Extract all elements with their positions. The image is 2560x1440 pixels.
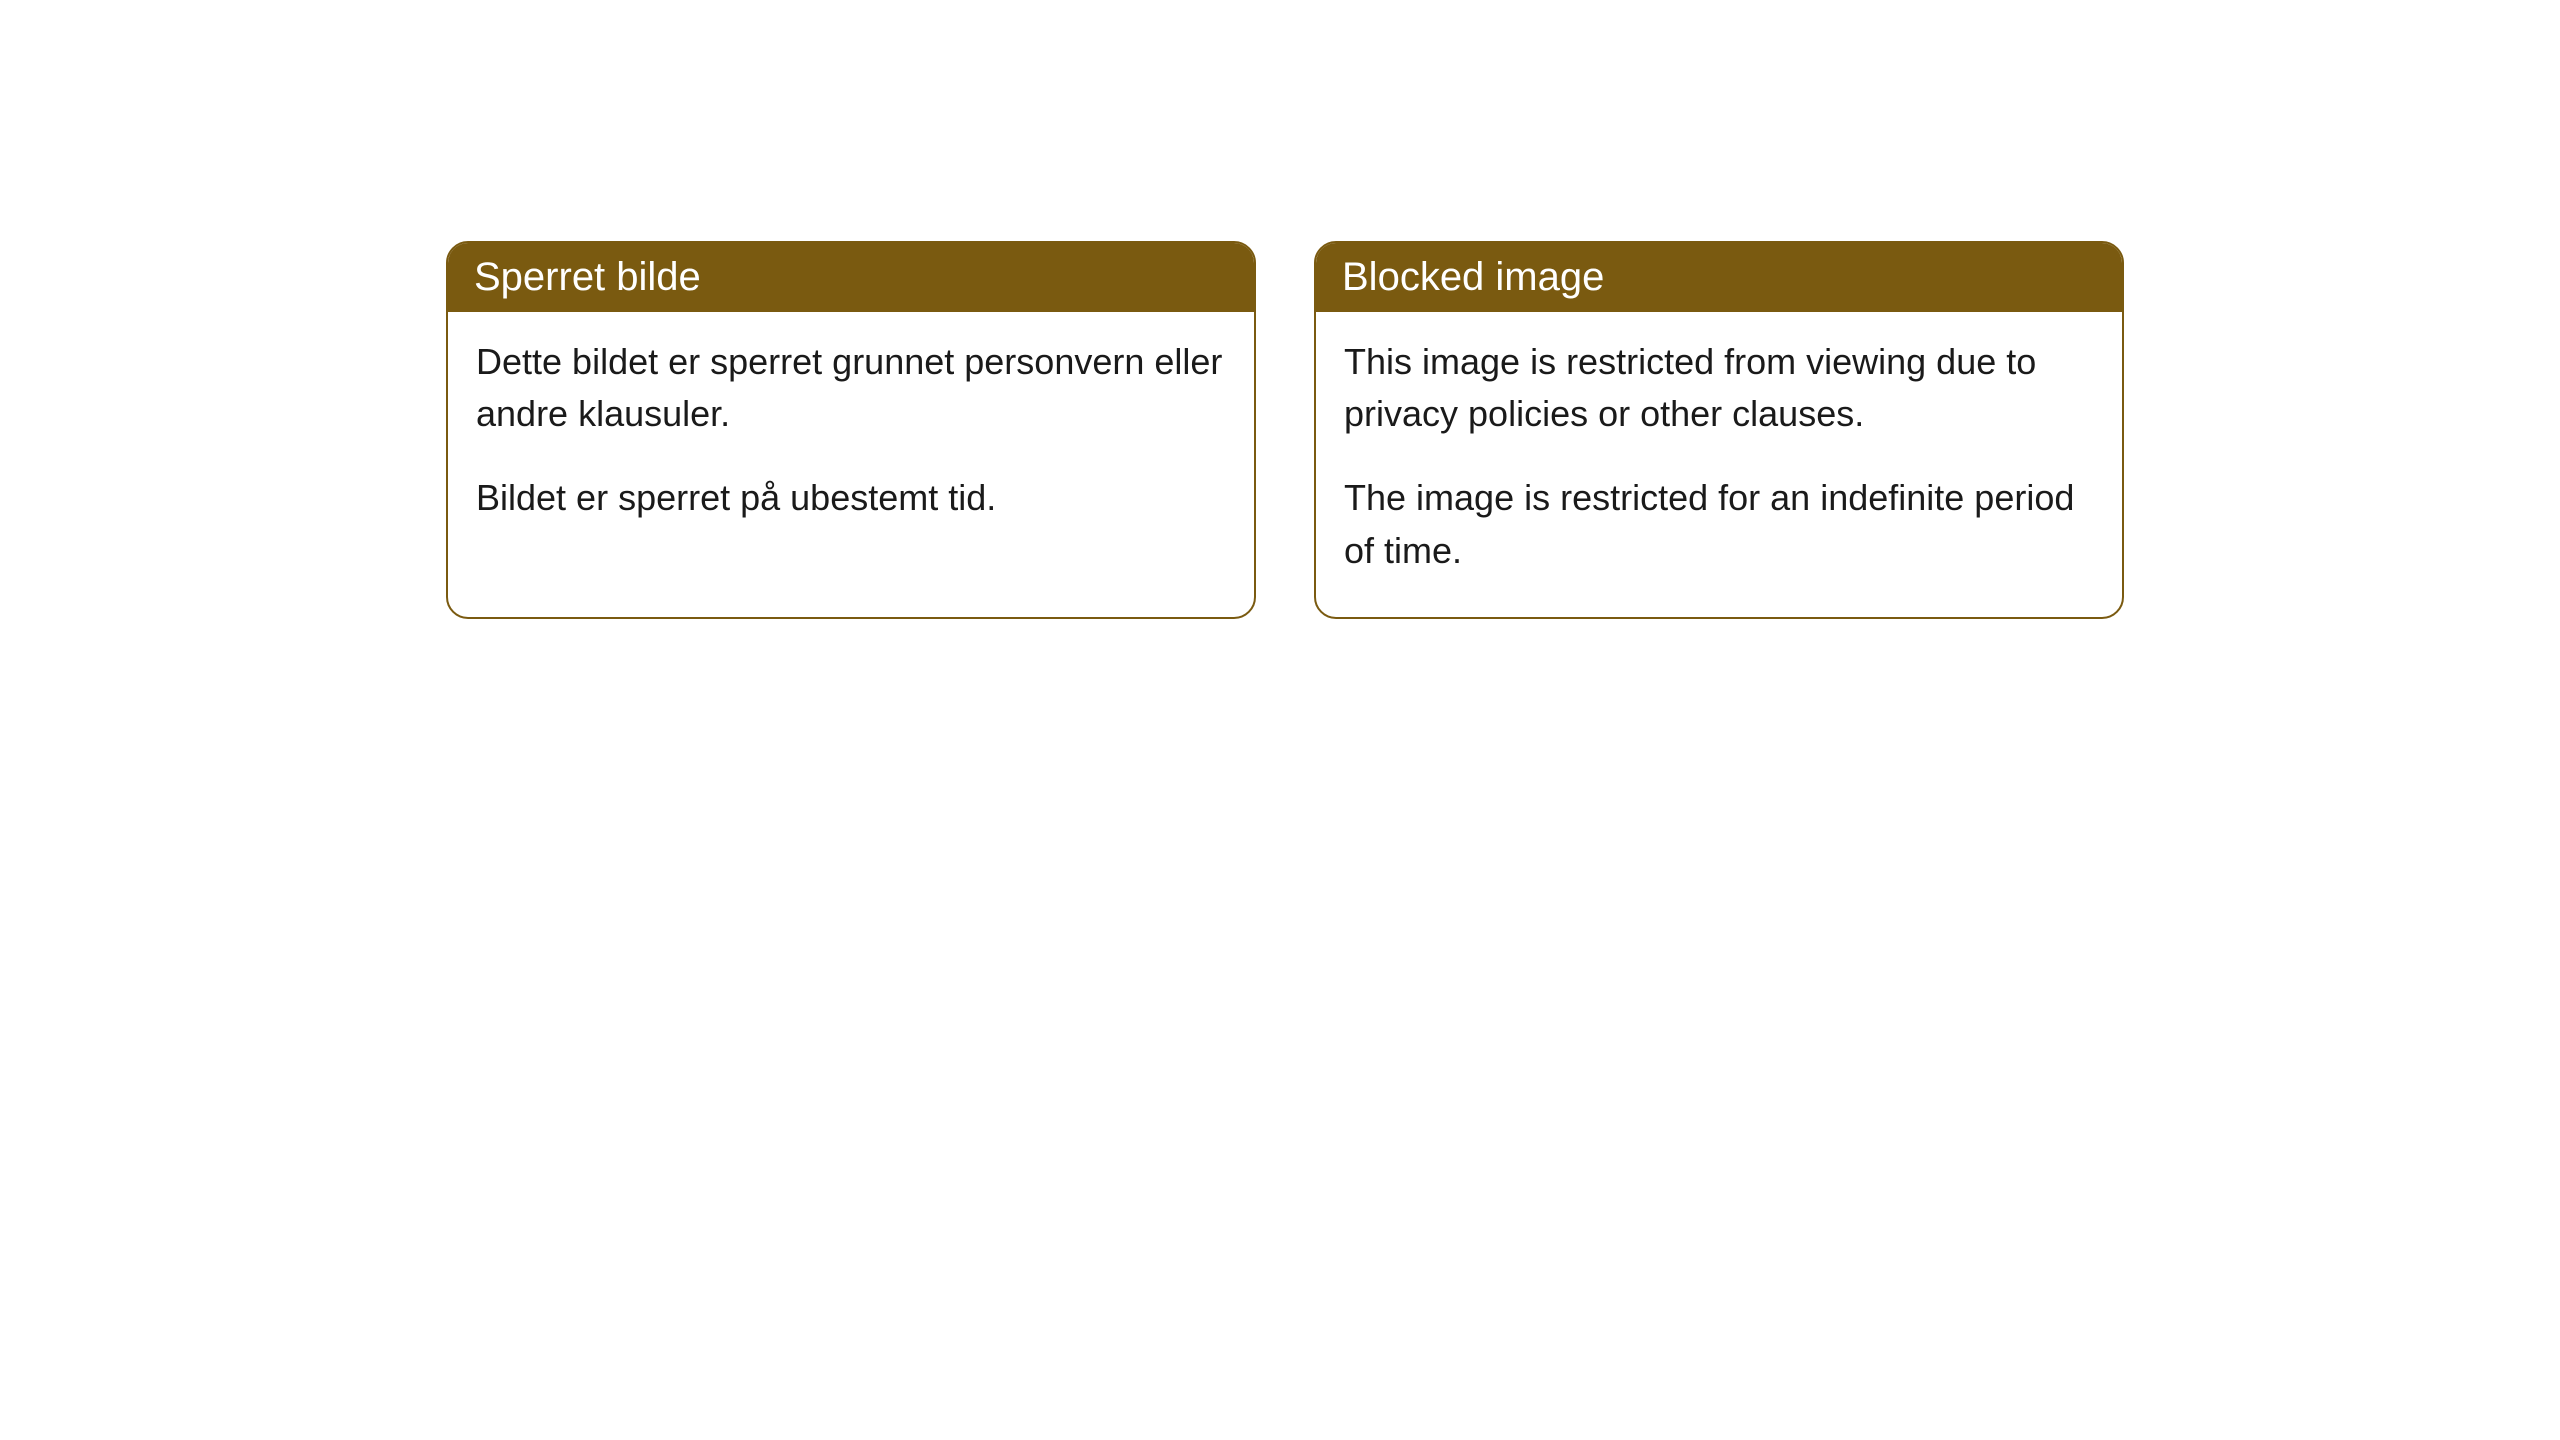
card-body: This image is restricted from viewing du… bbox=[1316, 312, 2122, 617]
card-title: Sperret bilde bbox=[474, 255, 701, 299]
blocked-image-card-english: Blocked image This image is restricted f… bbox=[1314, 241, 2124, 619]
notice-cards-container: Sperret bilde Dette bildet er sperret gr… bbox=[446, 241, 2124, 619]
card-header: Sperret bilde bbox=[448, 243, 1254, 312]
card-header: Blocked image bbox=[1316, 243, 2122, 312]
card-paragraph-1: This image is restricted from viewing du… bbox=[1344, 336, 2094, 440]
card-body: Dette bildet er sperret grunnet personve… bbox=[448, 312, 1254, 565]
card-title: Blocked image bbox=[1342, 255, 1604, 299]
card-paragraph-2: Bildet er sperret på ubestemt tid. bbox=[476, 472, 1226, 524]
card-paragraph-2: The image is restricted for an indefinit… bbox=[1344, 472, 2094, 576]
blocked-image-card-norwegian: Sperret bilde Dette bildet er sperret gr… bbox=[446, 241, 1256, 619]
card-paragraph-1: Dette bildet er sperret grunnet personve… bbox=[476, 336, 1226, 440]
